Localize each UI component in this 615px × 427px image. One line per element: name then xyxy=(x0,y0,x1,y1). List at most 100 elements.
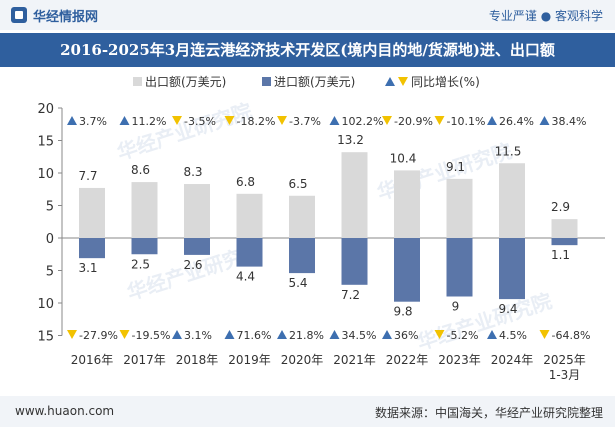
yoy-export-label: 102.2% xyxy=(342,115,384,128)
top-bar: 华经情报网 专业严谨 ● 客观科学 xyxy=(0,0,615,30)
yoy-import-label: 34.5% xyxy=(342,329,377,342)
export-bar xyxy=(289,195,315,238)
yoy-down-marker xyxy=(277,116,287,125)
yoy-down-marker xyxy=(224,116,235,125)
yoy-down-marker xyxy=(172,116,182,125)
yoy-export-label: -20.9% xyxy=(394,115,433,128)
yoy-up-marker xyxy=(172,330,182,339)
legend-marker-up xyxy=(385,77,395,86)
watermark-text: 华经产业研究院 xyxy=(114,99,255,165)
yoy-down-marker xyxy=(119,330,130,339)
x-tick-label: 2020年 xyxy=(281,353,324,367)
chart-title: 2016-2025年3月连云港经济技术开发区(境内目的地/货源地)进、出口额 xyxy=(0,33,615,67)
x-tick-label: 2018年 xyxy=(176,353,219,367)
x-tick-label: 2021年 xyxy=(333,353,376,367)
yoy-import-label: 21.8% xyxy=(289,329,324,342)
yoy-down-marker xyxy=(434,116,445,125)
x-tick-label: 2019年 xyxy=(228,353,271,367)
y-tick-label: 15 xyxy=(37,135,54,150)
yoy-down-marker xyxy=(382,116,392,125)
yoy-import-label: -64.8% xyxy=(552,329,591,342)
y-tick-label: 5 xyxy=(46,200,54,215)
yoy-import-label: -27.9% xyxy=(79,329,118,342)
export-bar xyxy=(341,152,368,238)
legend-marker-down xyxy=(398,77,408,86)
export-value-label: 10.4 xyxy=(390,151,417,165)
source-text: 数据来源：中国海关，华经产业研究院整理 xyxy=(374,406,603,420)
slogan: 专业严谨 ● 客观科学 xyxy=(488,9,603,23)
yoy-import-label: 3.1% xyxy=(184,329,212,342)
yoy-export-label: -3.7% xyxy=(289,115,321,128)
import-bar xyxy=(341,238,368,285)
export-bar xyxy=(551,219,578,238)
website-text: www.huaon.com xyxy=(15,404,115,418)
yoy-down-marker xyxy=(434,330,445,339)
import-value-label: 9 xyxy=(452,300,460,314)
yoy-import-label: 71.6% xyxy=(237,329,272,342)
yoy-up-marker xyxy=(277,330,287,339)
export-value-label: 9.1 xyxy=(446,160,465,174)
import-value-label: 3.1 xyxy=(78,261,97,275)
x-tick-label: 2023年 xyxy=(438,353,481,367)
yoy-export-label: -3.5% xyxy=(184,115,216,128)
import-bar xyxy=(236,238,263,267)
y-tick-label: 10 xyxy=(37,167,54,182)
x-tick-label: 2016年 xyxy=(71,353,114,367)
y-tick-label: 15 xyxy=(37,330,54,345)
yoy-export-label: 26.4% xyxy=(499,115,534,128)
x-tick-label: 2025年 xyxy=(543,353,586,367)
export-bar xyxy=(236,193,263,238)
import-bar xyxy=(446,238,473,297)
export-value-label: 8.6 xyxy=(131,163,150,177)
export-bar xyxy=(131,182,158,238)
export-bar xyxy=(446,178,473,238)
export-value-label: 7.7 xyxy=(78,169,97,183)
legend-swatch-import xyxy=(262,77,271,86)
export-value-label: 11.5 xyxy=(495,144,522,158)
yoy-up-marker xyxy=(224,330,235,339)
footer-bar: www.huaon.com 数据来源：中国海关，华经产业研究院整理 xyxy=(0,396,615,427)
import-bar xyxy=(551,238,578,246)
logo-icon xyxy=(11,7,27,23)
y-tick-label: 20 xyxy=(37,102,54,117)
yoy-up-marker xyxy=(67,116,77,125)
y-tick-label: 0 xyxy=(46,232,54,247)
yoy-up-marker xyxy=(382,330,392,339)
x-tick-label: 2017年 xyxy=(123,353,166,367)
yoy-up-marker xyxy=(539,116,550,125)
yoy-up-marker xyxy=(487,116,497,125)
x-tick-label: 2022年 xyxy=(386,353,429,367)
yoy-export-label: -10.1% xyxy=(447,115,486,128)
export-bar xyxy=(79,187,105,238)
export-value-label: 6.5 xyxy=(288,177,307,191)
import-bar xyxy=(184,238,210,255)
yoy-import-label: 36% xyxy=(394,329,418,342)
export-bar xyxy=(184,184,210,238)
yoy-up-marker xyxy=(119,116,130,125)
export-value-label: 8.3 xyxy=(183,165,202,179)
yoy-up-marker xyxy=(487,330,497,339)
import-value-label: 9.4 xyxy=(498,302,517,316)
import-bar xyxy=(131,238,158,255)
legend-label-export: 出口额(万美元) xyxy=(145,75,226,89)
import-bar xyxy=(394,238,420,302)
export-bar xyxy=(394,170,420,238)
yoy-up-marker xyxy=(329,116,340,125)
y-tick-label: 5 xyxy=(46,265,54,280)
yoy-export-label: 11.2% xyxy=(132,115,167,128)
yoy-import-label: 4.5% xyxy=(499,329,527,342)
x-tick-label: 1-3月 xyxy=(549,368,581,382)
import-value-label: 1.1 xyxy=(551,248,570,262)
yoy-export-label: -18.2% xyxy=(237,115,276,128)
import-value-label: 4.4 xyxy=(236,270,255,284)
yoy-down-marker xyxy=(67,330,77,339)
yoy-up-marker xyxy=(329,330,340,339)
import-value-label: 5.4 xyxy=(288,276,307,290)
brand-name: 华经情报网 xyxy=(33,10,99,25)
import-bar xyxy=(499,238,525,300)
import-value-label: 7.2 xyxy=(341,288,360,302)
export-bar xyxy=(499,163,525,238)
x-tick-label: 2024年 xyxy=(491,353,534,367)
yoy-down-marker xyxy=(539,330,550,339)
